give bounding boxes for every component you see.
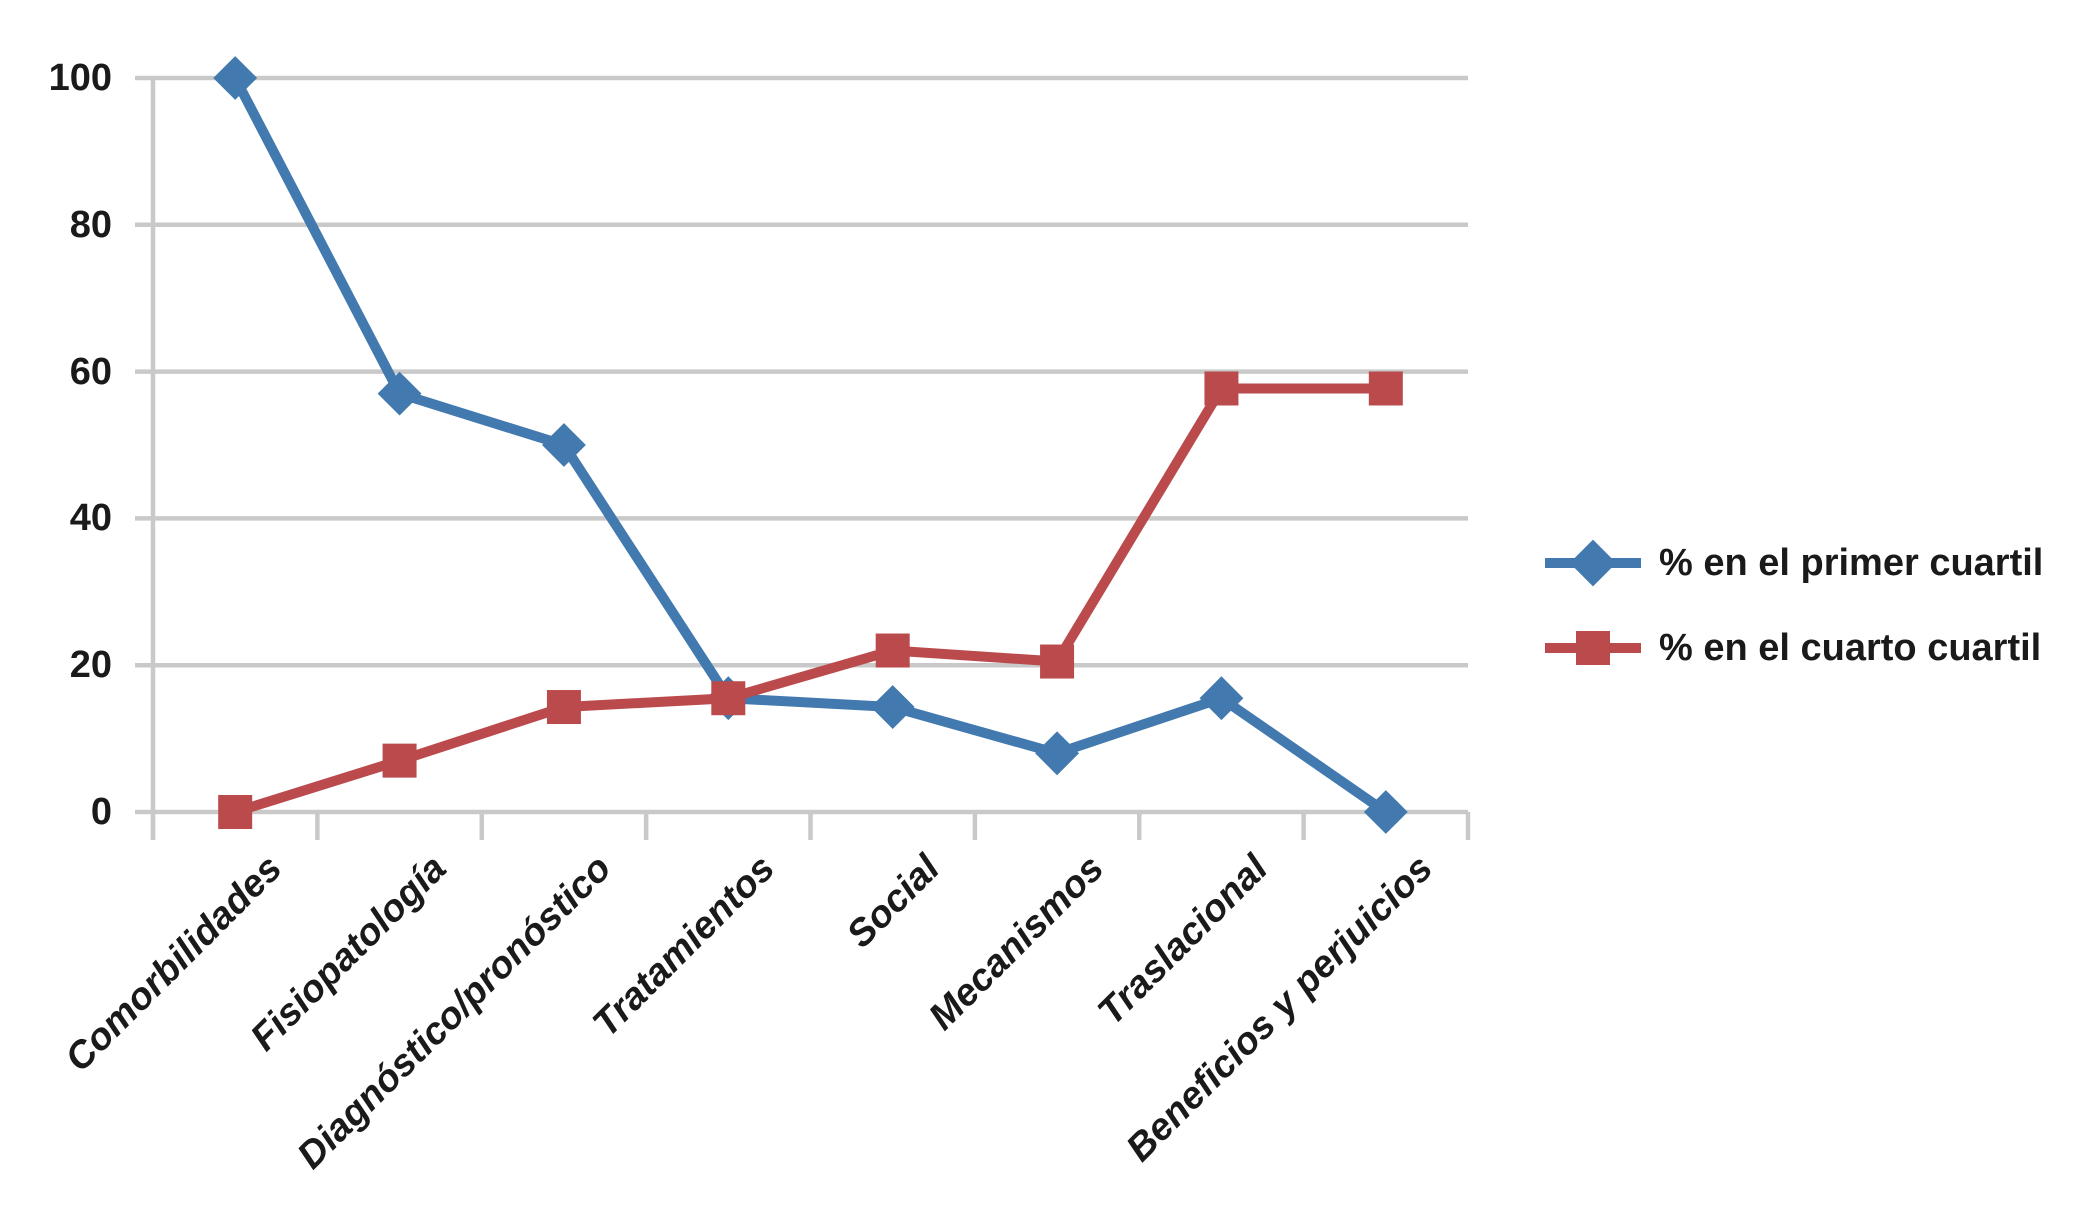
diamond-marker [377,371,422,416]
y-tick-label: 100 [48,57,112,99]
square-marker [1040,644,1075,679]
legend: % en el primer cuartil % en el cuarto cu… [1543,538,2043,708]
y-tick-label: 60 [69,350,112,393]
y-tick-label: 80 [69,203,112,246]
series-line-1 [233,383,1386,817]
square-marker [1204,371,1239,406]
legend-label-cuarto-cuartil: % en el cuarto cuartil [1659,626,2042,669]
diamond-marker [542,423,586,467]
square-marker [382,743,417,778]
legend-item-primer-cuartil: % en el primer cuartil [1543,538,2043,588]
diamond-marker [1199,676,1244,721]
y-tick-label: 20 [69,644,112,687]
diamond-marker [1363,790,1408,834]
square-marker [218,795,253,829]
blue-diamond-legend-icon [1545,539,1641,587]
legend-item-cuarto-cuartil: % en el cuarto cuartil [1543,623,2043,673]
diamond-marker [1035,731,1079,776]
y-tick-label: 0 [90,791,112,833]
red-square-legend-icon [1545,631,1641,665]
legend-marker-shape [1576,631,1610,665]
diamond-marker [213,56,258,100]
legend-marker-shape [1569,539,1617,587]
series-line-0 [230,75,1389,817]
square-marker [546,690,581,725]
diamond-marker [870,685,915,729]
square-marker [875,633,910,668]
y-tick-label: 40 [69,497,112,540]
square-marker [1368,371,1403,406]
legend-label-primer-cuartil: % en el primer cuartil [1659,541,2044,584]
square-marker [711,681,746,716]
